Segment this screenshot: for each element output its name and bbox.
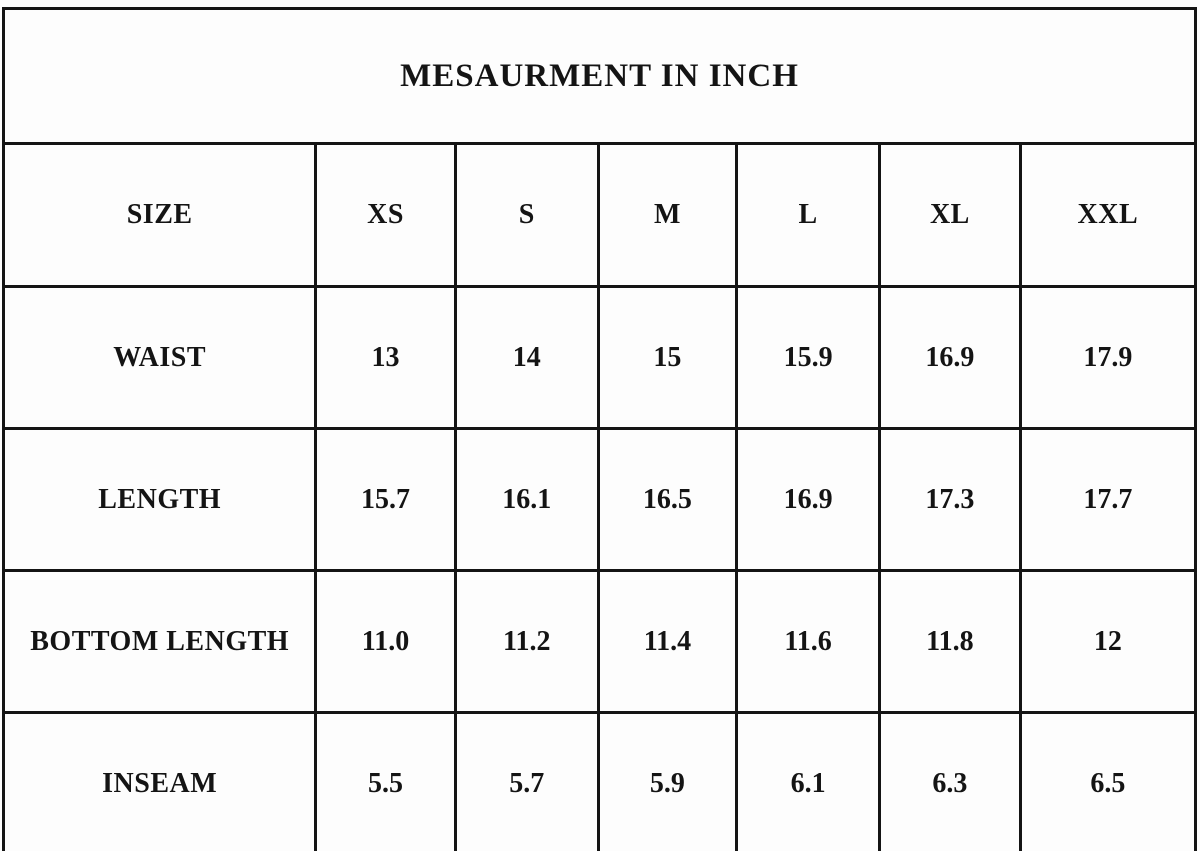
cell-inseam-xxl: 6.5 xyxy=(1018,711,1198,851)
cell-length-xxl: 17.7 xyxy=(1018,427,1198,572)
column-header-m: M xyxy=(596,142,739,288)
row-label-inseam: INSEAM xyxy=(1,711,318,851)
cell-length-s: 16.1 xyxy=(453,427,600,572)
cell-waist-s: 14 xyxy=(453,285,600,430)
column-header-size: SIZE xyxy=(1,142,318,288)
table-row-waist: WAIST 13 14 15 15.9 16.9 17.9 xyxy=(1,285,1198,430)
column-header-xs: XS xyxy=(314,142,457,288)
table-header-row: SIZE XS S M L XL XXL xyxy=(1,142,1198,288)
column-header-xxl: XXL xyxy=(1018,142,1198,288)
cell-waist-m: 15 xyxy=(596,285,739,430)
table-row-inseam: INSEAM 5.5 5.7 5.9 6.1 6.3 6.5 xyxy=(1,711,1198,851)
measurement-table: MESAURMENT IN INCH SIZE XS S M L XL XXL … xyxy=(1,7,1198,851)
cell-waist-xxl: 17.9 xyxy=(1018,285,1198,430)
column-header-xl: XL xyxy=(878,142,1022,288)
cell-inseam-s: 5.7 xyxy=(453,711,600,851)
cell-inseam-l: 6.1 xyxy=(735,711,882,851)
cell-bottom-length-m: 11.4 xyxy=(596,569,739,714)
cell-bottom-length-xs: 11.0 xyxy=(314,569,457,714)
table-row-bottom-length: BOTTOM LENGTH 11.0 11.2 11.4 11.6 11.8 1… xyxy=(1,569,1198,714)
cell-bottom-length-xxl: 12 xyxy=(1018,569,1198,714)
row-label-length: LENGTH xyxy=(1,427,318,572)
cell-waist-l: 15.9 xyxy=(735,285,882,430)
cell-length-xl: 17.3 xyxy=(878,427,1022,572)
cell-bottom-length-s: 11.2 xyxy=(453,569,600,714)
cell-bottom-length-xl: 11.8 xyxy=(878,569,1022,714)
cell-inseam-m: 5.9 xyxy=(596,711,739,851)
row-label-bottom-length: BOTTOM LENGTH xyxy=(1,569,318,714)
cell-waist-xl: 16.9 xyxy=(878,285,1022,430)
table-title: MESAURMENT IN INCH xyxy=(2,7,1197,145)
column-header-s: S xyxy=(453,142,600,288)
cell-inseam-xs: 5.5 xyxy=(314,711,457,851)
cell-length-m: 16.5 xyxy=(596,427,739,572)
table-title-row: MESAURMENT IN INCH xyxy=(2,7,1197,145)
column-header-l: L xyxy=(735,142,882,288)
cell-length-l: 16.9 xyxy=(735,427,882,572)
cell-bottom-length-l: 11.6 xyxy=(735,569,882,714)
cell-inseam-xl: 6.3 xyxy=(878,711,1022,851)
table-row-length: LENGTH 15.7 16.1 16.5 16.9 17.3 17.7 xyxy=(1,427,1198,572)
cell-waist-xs: 13 xyxy=(314,285,457,430)
row-label-waist: WAIST xyxy=(1,285,318,430)
cell-length-xs: 15.7 xyxy=(314,427,457,572)
